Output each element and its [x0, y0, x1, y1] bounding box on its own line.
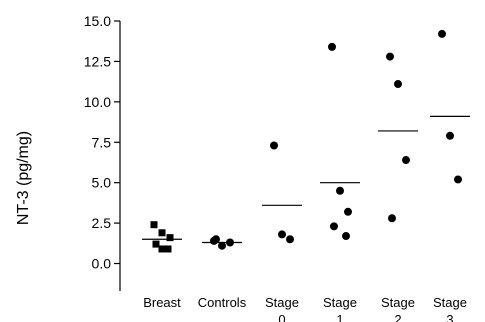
x-category-label: Stage [433, 295, 467, 310]
data-point [394, 80, 402, 89]
data-point [454, 175, 462, 184]
y-tick-label: 12.5 [84, 53, 111, 69]
x-category-label: Stage [381, 295, 415, 310]
data-point [158, 245, 166, 253]
y-tick-label: 7.5 [92, 134, 112, 150]
data-point [166, 234, 174, 242]
x-axis-labels: Breast Controls Stage 0 Stage 1 Stage 2 Stage 3 [143, 295, 467, 322]
data-point [402, 156, 410, 165]
data-point [286, 235, 294, 244]
data-point [218, 241, 226, 250]
data-point [164, 245, 172, 253]
data-point [342, 232, 350, 241]
data-point [344, 207, 352, 216]
data-point [150, 221, 158, 229]
data-point [270, 141, 278, 150]
data-point [328, 42, 336, 51]
data-point [152, 240, 160, 248]
x-category-sublabel: 3 [446, 312, 453, 322]
mean-lines [142, 115, 470, 244]
y-tick-label: 5.0 [92, 175, 112, 191]
y-tick-label: 10.0 [84, 94, 111, 110]
x-category-sublabel: 2 [394, 312, 401, 322]
y-axis-ticks: 15.0 12.5 10.0 7.5 5.0 2.5 0.0 [84, 13, 120, 272]
x-category-sublabel: 0 [278, 312, 285, 322]
data-point [336, 186, 344, 195]
y-axis-title: NT-3 (pg/mg) [15, 131, 32, 225]
y-tick-label: 15.0 [84, 13, 111, 29]
x-category-label: Stage [265, 295, 299, 310]
data-point [158, 229, 166, 237]
x-category-label: Breast [143, 295, 181, 310]
data-point [446, 131, 454, 140]
data-points [150, 29, 462, 253]
x-category-sublabel: 1 [336, 312, 343, 322]
x-category-label: Controls [198, 295, 247, 310]
data-point [330, 222, 338, 231]
data-point [388, 214, 396, 223]
y-tick-label: 0.0 [92, 256, 112, 272]
y-tick-label: 2.5 [92, 215, 112, 231]
data-point [438, 29, 446, 38]
data-point [386, 52, 394, 61]
x-category-label: Stage [323, 295, 357, 310]
data-point [212, 235, 220, 244]
data-point [278, 230, 286, 239]
